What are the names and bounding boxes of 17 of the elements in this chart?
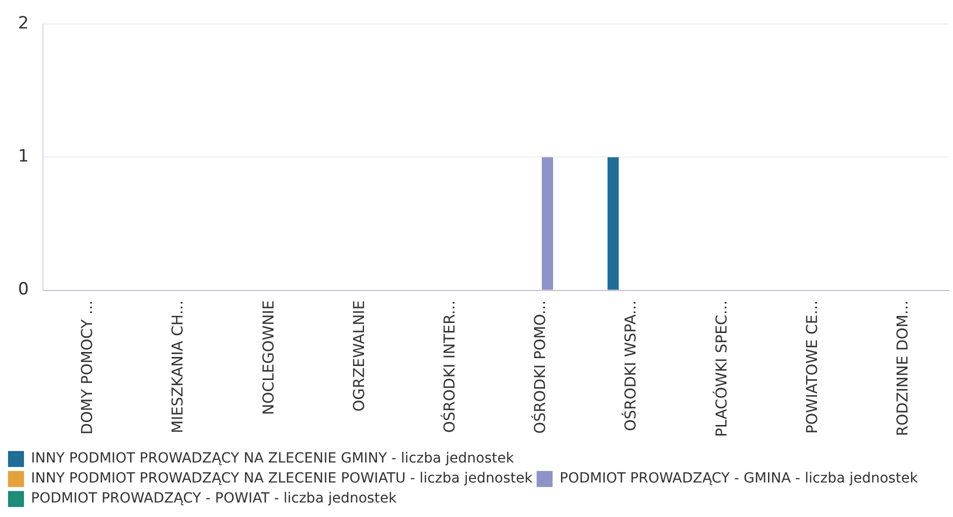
x-tick-label: OGRZEWALNIE	[350, 300, 368, 412]
y-tick-label: 2	[18, 14, 29, 34]
legend-label: PODMIOT PROWADZĄCY - POWIAT - liczba jednostek	[31, 490, 398, 507]
x-tick-label: DOMY POMOCY ...	[78, 300, 96, 435]
x-tick-label: MIESZKANIA CH...	[168, 300, 187, 434]
x-tick-label: OŚRODKI POMO...	[531, 300, 550, 434]
x-tick-label: PLACÓWKI SPEC...	[712, 300, 730, 438]
y-tick-label: 1	[18, 146, 29, 167]
legend-label: PODMIOT PROWADZĄCY - GMINA - liczba jednostek	[560, 470, 919, 487]
x-tick-label: OŚRODKI INTER...	[440, 300, 458, 433]
legend-label: INNY PODMIOT PROWADZĄCY NA ZLECENIE GMINY - liczba jednostek	[31, 450, 515, 467]
legend-label: INNY PODMIOT PROWADZĄCY NA ZLECENIE POWIATU - liczba jednostek	[31, 470, 534, 487]
x-tick-label: OŚRODKI WSPA...	[622, 300, 640, 432]
x-tick-label: NOCLEGOWNIE	[259, 300, 278, 416]
x-tick-label: POWIATOWE CE...	[802, 300, 821, 434]
x-tick-label: RODZINNE DOM...	[894, 300, 912, 436]
y-tick-label: 0	[18, 280, 29, 300]
